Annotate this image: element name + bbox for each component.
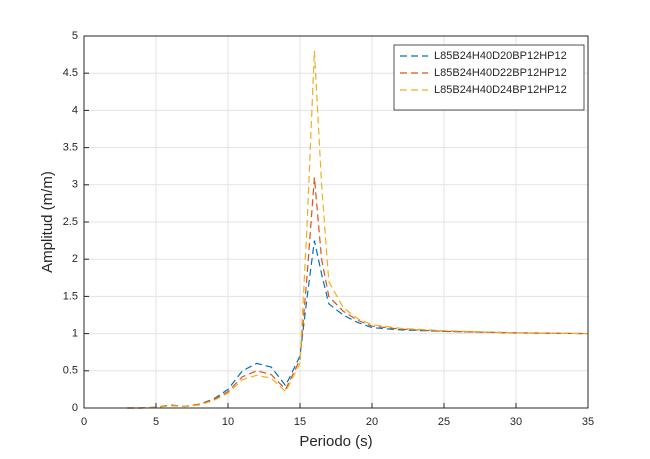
- legend: L85B24H40D20BP12HP12 L85B24H40D22BP12HP12…: [393, 44, 585, 111]
- series-line: [127, 50, 589, 409]
- y-tick-label: 4: [72, 104, 78, 116]
- y-tick-label: 1: [72, 328, 78, 340]
- x-tick-label: 35: [582, 416, 594, 428]
- x-axis-label: Periodo (s): [299, 433, 372, 450]
- plot-lines: [127, 50, 589, 409]
- x-tick-label: 10: [222, 416, 234, 428]
- y-axis-label: Amplitud (m/m): [39, 171, 56, 273]
- x-tick-label: 25: [438, 416, 450, 428]
- x-tick-label: 20: [366, 416, 378, 428]
- x-tick-label: 30: [510, 416, 522, 428]
- x-tick-label: 15: [294, 416, 306, 428]
- x-tick-label: 5: [153, 416, 159, 428]
- y-tick-label: 2.5: [63, 216, 78, 228]
- y-tick-label: 4.5: [63, 67, 78, 79]
- y-tick-label: 3: [72, 179, 78, 191]
- legend-label: L85B24H40D24BP12HP12: [434, 84, 567, 96]
- y-tick-label: 1.5: [63, 290, 78, 302]
- y-tick-label: 5: [72, 30, 78, 42]
- legend-label: L85B24H40D22BP12HP12: [434, 67, 567, 79]
- x-tick-label: 0: [81, 416, 87, 428]
- legend-label: L85B24H40D20BP12HP12: [434, 50, 567, 62]
- y-tick-label: 0: [72, 402, 78, 414]
- y-tick-label: 2: [72, 253, 78, 265]
- y-tick-label: 0.5: [63, 365, 78, 377]
- y-tick-label: 3.5: [63, 142, 78, 154]
